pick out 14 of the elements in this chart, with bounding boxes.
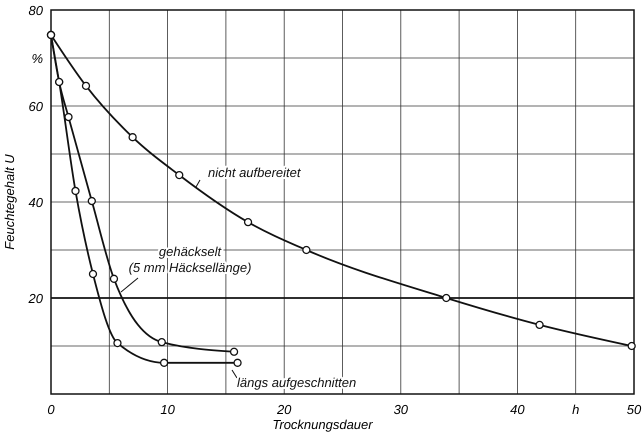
x-tick-label: 20: [276, 402, 292, 417]
x-tick-label: 10: [160, 402, 176, 417]
y-tick-label: 60: [28, 99, 44, 114]
y-tick-label: %: [31, 51, 43, 66]
x-axis-title: Trocknungsdauer: [272, 417, 374, 432]
x-tick-label: 0: [47, 402, 56, 417]
y-tick-label: 20: [28, 291, 44, 306]
x-tick-label: 30: [394, 402, 409, 417]
x-tick-label: 50: [626, 402, 642, 417]
x-tick-label: h: [572, 402, 580, 417]
y-axis-title: Feuchtegehalt U: [2, 154, 17, 250]
x-tick-label: 40: [510, 402, 526, 417]
y-tick-label: 40: [28, 195, 44, 210]
y-tick-label: 80: [28, 3, 44, 18]
